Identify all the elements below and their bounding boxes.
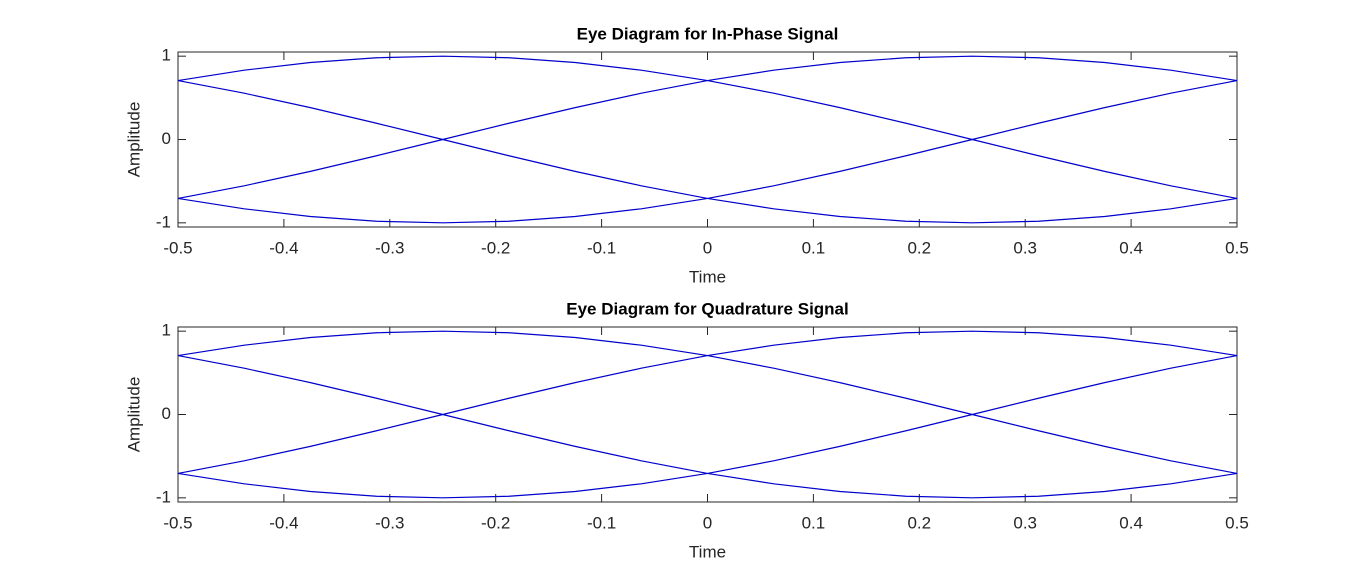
x-tick-label: 0.4 bbox=[1119, 513, 1143, 532]
x-tick-label: 0 bbox=[703, 513, 712, 532]
y-tick-label: 0 bbox=[162, 129, 171, 148]
x-tick-label: 0.3 bbox=[1013, 238, 1037, 257]
y-tick-label: 1 bbox=[162, 321, 171, 340]
x-tick-label: -0.5 bbox=[163, 238, 192, 257]
x-tick-label: -0.1 bbox=[587, 238, 616, 257]
y-tick-label: -1 bbox=[156, 487, 171, 506]
x-tick-label: -0.4 bbox=[269, 513, 298, 532]
x-tick-label: -0.2 bbox=[481, 238, 510, 257]
plot-area bbox=[177, 51, 1238, 228]
x-tick-label: -0.3 bbox=[375, 238, 404, 257]
y-axis-label: Amplitude bbox=[124, 102, 143, 178]
x-tick-label: 0.5 bbox=[1225, 513, 1249, 532]
y-tick-label: -1 bbox=[156, 212, 171, 231]
y-tick-label: 1 bbox=[162, 46, 171, 65]
x-tick-label: 0.1 bbox=[802, 513, 826, 532]
plot-area bbox=[177, 326, 1238, 503]
series-line bbox=[177, 55, 1238, 200]
x-tick-label: 0.2 bbox=[907, 513, 931, 532]
x-tick-label: -0.3 bbox=[375, 513, 404, 532]
x-axis-label: Time bbox=[689, 267, 726, 286]
x-tick-label: 0.1 bbox=[802, 238, 826, 257]
series-line bbox=[177, 79, 1238, 224]
x-tick-label: 0 bbox=[703, 238, 712, 257]
x-tick-label: -0.1 bbox=[587, 513, 616, 532]
x-tick-label: -0.2 bbox=[481, 513, 510, 532]
x-axis-label: Time bbox=[689, 542, 726, 561]
chart-title: Eye Diagram for Quadrature Signal bbox=[566, 299, 848, 318]
x-tick-label: -0.5 bbox=[163, 513, 192, 532]
chart-title: Eye Diagram for In-Phase Signal bbox=[577, 24, 839, 43]
series-line bbox=[177, 354, 1238, 499]
y-axis-label: Amplitude bbox=[124, 377, 143, 453]
y-tick-label: 0 bbox=[162, 404, 171, 423]
x-tick-label: 0.2 bbox=[907, 238, 931, 257]
x-tick-label: 0.3 bbox=[1013, 513, 1037, 532]
series-line bbox=[177, 330, 1238, 475]
x-tick-label: 0.4 bbox=[1119, 238, 1143, 257]
x-tick-label: 0.5 bbox=[1225, 238, 1249, 257]
x-tick-label: -0.4 bbox=[269, 238, 298, 257]
